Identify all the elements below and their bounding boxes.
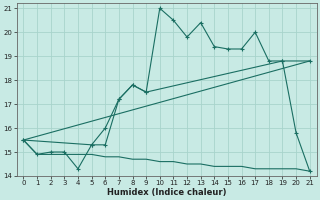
X-axis label: Humidex (Indice chaleur): Humidex (Indice chaleur) bbox=[107, 188, 226, 197]
